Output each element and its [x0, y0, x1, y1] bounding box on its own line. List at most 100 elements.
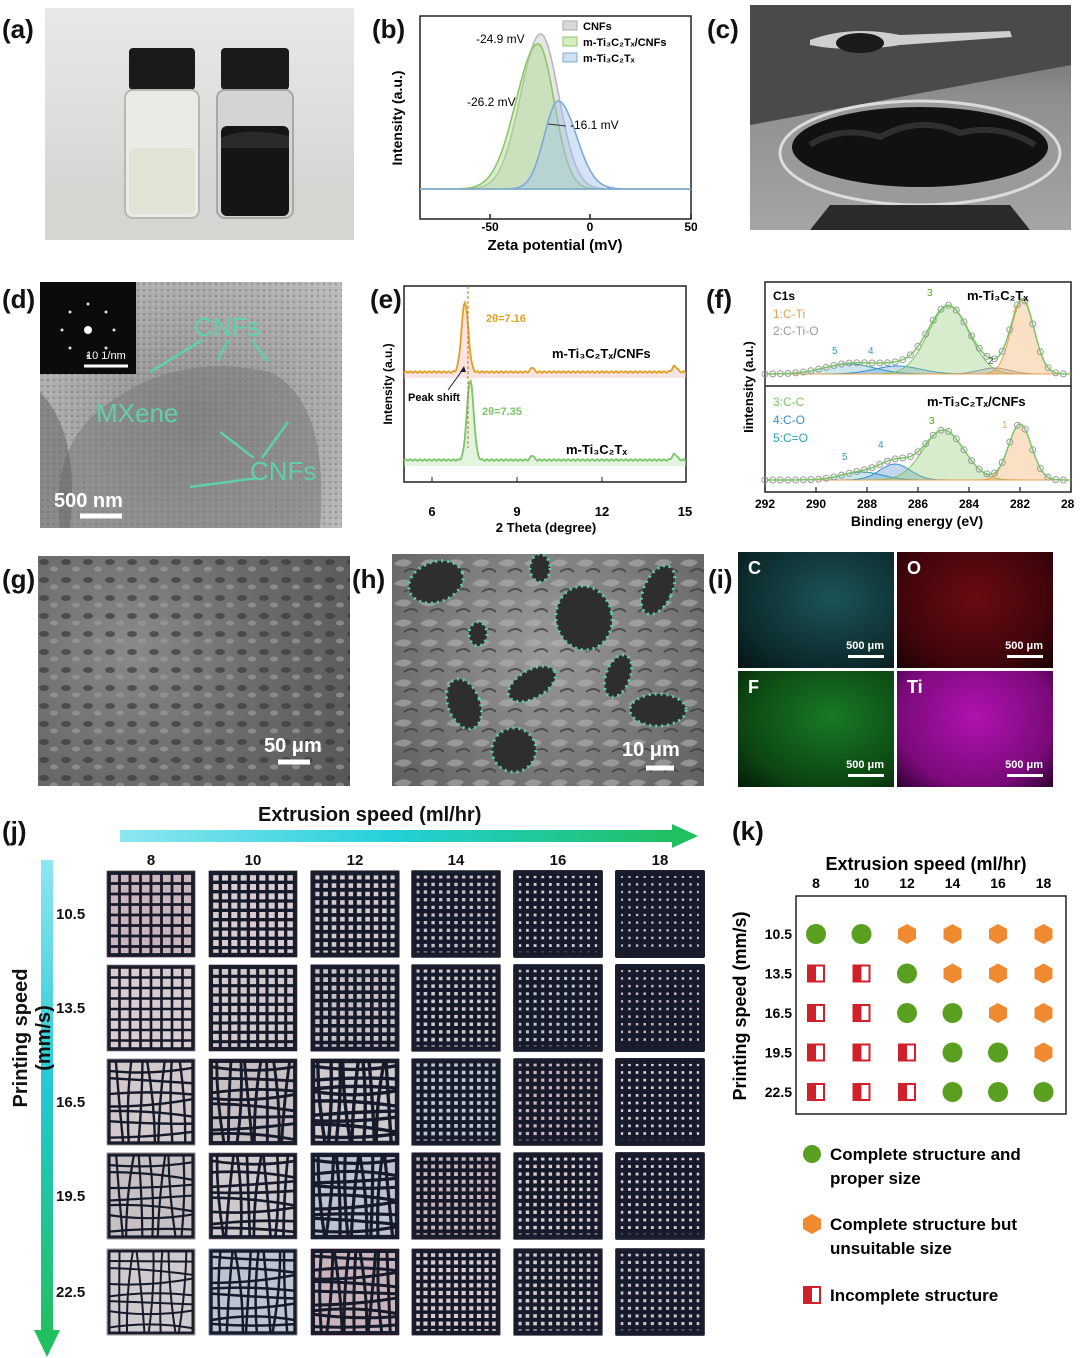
peak-number: 2: [988, 356, 994, 367]
scale-bar: [848, 774, 884, 777]
eds-map-f: F 500 μm: [738, 671, 894, 787]
print-sample: [310, 1248, 400, 1336]
printing-speed-label: 16.5: [56, 1094, 86, 1111]
xrd-series-1: [403, 378, 687, 462]
printing-speed-label: 19.5: [56, 1188, 86, 1205]
print-sample: [310, 1058, 400, 1146]
quality-marker: [1034, 1042, 1053, 1063]
print-sample: [208, 1058, 298, 1146]
x-tick-label: 290: [806, 497, 826, 511]
cnfs-label: CNFs: [250, 456, 316, 486]
panel-label-e: (e): [370, 284, 402, 314]
quality-marker: [853, 965, 862, 982]
print-sample: [615, 1152, 705, 1240]
printing-speed-label: 10.5: [56, 906, 86, 923]
xrd-chart: 2θ=7.16 2θ=7.35 m-Ti₃C₂Tₓ/CNFs m-Ti₃C₂Tₓ…: [381, 285, 692, 535]
legend-text: Complete structure and: [830, 1145, 1021, 1164]
peak-number: 3: [927, 288, 933, 299]
chart-legend: CNFs m-Ti₃C₂Tₓ/CNFs m-Ti₃C₂Tₓ: [562, 20, 666, 65]
legend-entry: 2:C-Ti-O: [773, 324, 819, 338]
quality-marker: [808, 1084, 816, 1100]
panel-label-k: (k): [732, 816, 764, 846]
y-axis-title: Printing speed (mm/s): [730, 911, 750, 1100]
quality-marker: [853, 1044, 862, 1061]
quality-marker: [988, 1082, 1008, 1102]
x-tick-label: -50: [481, 220, 499, 234]
legend-entry: 5:C=O: [773, 431, 808, 445]
x-tick-label: 0: [587, 220, 594, 234]
x-tick-label: 284: [959, 497, 979, 511]
element-label: F: [748, 677, 759, 697]
peak-annotation: -16.1 mV: [570, 118, 619, 132]
quality-marker: [899, 1044, 907, 1061]
quality-marker: [1034, 963, 1053, 984]
scale-bar: [1007, 655, 1043, 658]
print-sample: [106, 964, 196, 1052]
print-sample: [106, 1058, 196, 1146]
row-label: 13.5: [765, 966, 792, 982]
series-label: m-Ti₃C₂Tₓ/CNFs: [552, 346, 651, 361]
quality-marker: [989, 963, 1007, 984]
print-sample: [513, 1152, 603, 1240]
y-axis-label: Intensity (a.u.): [381, 343, 395, 424]
peak-annotation: -24.9 mV: [476, 32, 525, 46]
x-tick-label: 15: [678, 504, 692, 519]
print-sample: [106, 1152, 196, 1240]
scale-bar-label: 500 μm: [846, 640, 884, 652]
peak-number: 5: [832, 346, 838, 357]
panel-label-g: (g): [2, 564, 36, 594]
mxene-label: MXene: [96, 398, 178, 428]
plot-frame: [795, 895, 1067, 1115]
quality-marker: [942, 1082, 963, 1102]
panel-label-d: (d): [2, 284, 36, 314]
inset-scale-label: 10 1/nm: [86, 350, 126, 362]
slurry-photo: [750, 5, 1071, 230]
quality-marker: [808, 1044, 816, 1061]
column-label: 8: [812, 875, 820, 891]
zeta-potential-chart: -50 0 50 Zeta potential (mV) Intensity (…: [389, 15, 698, 254]
print-sample: [208, 870, 298, 958]
column-label: 16: [990, 875, 1006, 891]
panel-label-a: (a): [2, 14, 34, 44]
sem-texture: 50 μm: [38, 556, 350, 786]
element-label: Ti: [907, 677, 923, 697]
quality-marker: [1034, 924, 1053, 944]
print-sample: [411, 1248, 501, 1336]
sem-pores: 10 μm: [392, 554, 704, 786]
panel-label-f: (f): [706, 284, 732, 314]
quality-marker: [988, 1042, 1008, 1063]
legend: Complete structure and proper size Compl…: [803, 1145, 1021, 1305]
legend-entry: 4:C-O: [773, 413, 805, 427]
legend-entry: CNFs: [583, 21, 612, 33]
series-label: m-Ti₃C₂Tₓ: [566, 442, 627, 457]
row-label: 19.5: [765, 1045, 792, 1061]
vials-photo: [45, 8, 354, 240]
eds-map-o: O 500 μm: [897, 552, 1053, 668]
slurry-illustration: [750, 5, 1071, 230]
x-tick-label: 6: [428, 504, 435, 519]
scale-bar-label: 500 μm: [1005, 759, 1043, 771]
quality-marker: [989, 1003, 1007, 1023]
series-curve-2: [420, 100, 691, 190]
printing-axis-title: Printing speed (mm/s): [10, 968, 55, 1108]
y-axis-label: Intensity (a.u.): [389, 71, 405, 166]
quality-marker: [989, 924, 1007, 944]
quality-marker: [851, 924, 872, 944]
legend-entry: 1:C-Ti: [773, 307, 805, 321]
x-tick-label: 12: [595, 504, 609, 519]
x-tick-label: 292: [755, 497, 775, 511]
print-sample: [310, 964, 400, 1052]
print-sample: [106, 1248, 196, 1336]
eds-map-c: C 500 μm: [738, 552, 894, 668]
quality-marker: [1033, 1082, 1054, 1102]
quality-marker: [898, 924, 916, 944]
extrusion-arrow: [120, 824, 698, 848]
quality-marker: [942, 1003, 963, 1023]
printing-speed-arrow: [34, 860, 60, 1357]
peak-number: 4: [868, 346, 874, 357]
scale-bar-label: 10 μm: [622, 739, 680, 761]
eds-map-ti: Ti 500 μm: [897, 671, 1053, 787]
print-sample: [513, 1058, 603, 1146]
scale-bar-label: 50 μm: [264, 735, 322, 757]
quality-marker: [943, 963, 962, 984]
